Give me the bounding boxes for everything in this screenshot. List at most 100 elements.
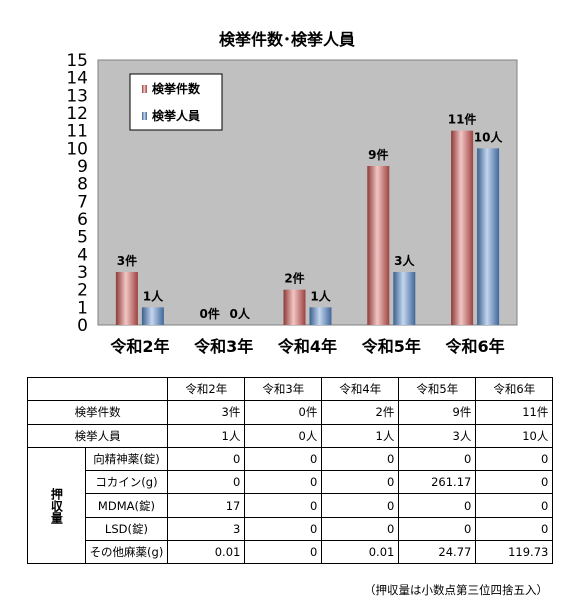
table-row: その他麻薬(g) 0.01 0 0.01 24.77 119.73: [28, 540, 554, 565]
column-header: 令和6年: [475, 376, 554, 402]
table-cell: 11件: [475, 400, 554, 425]
table-cell: 0: [475, 470, 554, 495]
data-table: 令和2年 令和3年 令和4年 令和5年 令和6年 検挙件数 3件 0件 2件 9件 11件 検挙人員 1…: [26, 376, 554, 565]
table-cell: 0: [398, 446, 477, 472]
data-label-count: 3件: [117, 253, 137, 268]
legend: 検挙件数 検挙人員: [129, 73, 223, 131]
column-header: 令和5年: [398, 376, 477, 402]
x-category-label: 令和6年: [445, 337, 505, 356]
data-label-count: 9件: [368, 147, 388, 162]
seizure-group-label: 押収量: [27, 446, 86, 565]
footnote: （押収量は小数点第三位四捨五入）: [364, 583, 548, 597]
y-tick-label: 12: [66, 104, 88, 124]
row-label: 検挙人員: [26, 423, 169, 448]
table-cell: 0.01: [167, 540, 246, 565]
table-row: コカイン(g) 0 0 0 261.17 0: [28, 470, 554, 495]
table-cell: 0: [475, 493, 554, 518]
table-cell: 0: [398, 516, 477, 542]
bar-persons: [141, 307, 164, 325]
table-cell: 0: [321, 493, 400, 518]
y-tick-label: 1: [77, 298, 88, 318]
data-label-persons: 0人: [230, 306, 251, 321]
y-tick-label: 4: [77, 245, 88, 265]
column-header: 令和2年: [167, 376, 246, 402]
table-cell: 0件: [244, 400, 323, 425]
bar-persons: [393, 272, 416, 325]
row-label: MDMA(錠): [84, 493, 169, 518]
y-tick-label: 11: [66, 122, 88, 142]
data-label-persons: 10人: [474, 129, 504, 144]
legend-label-count: 検挙件数: [152, 81, 201, 96]
x-category-label: 令和3年: [193, 337, 253, 356]
table-cell: 0: [475, 446, 554, 472]
table-cell: 0: [167, 446, 246, 472]
legend-box: [129, 73, 223, 131]
bar-count: [283, 289, 306, 325]
table-cell: 9件: [398, 400, 477, 425]
table-row: LSD(錠) 3 0 0 0 0: [28, 516, 554, 542]
bar-count: [367, 166, 390, 325]
table-cell: 0: [244, 446, 323, 472]
table-cell: 0: [244, 516, 323, 542]
bar-persons: [477, 148, 500, 325]
data-label-count: 11件: [448, 112, 477, 127]
y-tick-label: 0: [77, 316, 88, 336]
y-tick-label: 5: [77, 228, 88, 248]
row-label: その他麻薬(g): [84, 540, 169, 565]
row-label: 検挙件数: [26, 400, 169, 425]
y-tick-label: 6: [77, 210, 88, 230]
x-category-label: 令和4年: [277, 337, 337, 356]
legend-label-persons: 検挙人員: [152, 108, 200, 123]
table-cell: 119.73: [475, 540, 554, 565]
table-cell: 0.01: [321, 540, 400, 565]
y-tick-label: 3: [77, 263, 88, 283]
y-tick-label: 2: [77, 281, 88, 301]
table-cell: 0人: [244, 423, 323, 448]
bar-count: [451, 130, 474, 325]
y-tick-label: 13: [66, 86, 88, 106]
column-header: 令和4年: [321, 376, 400, 402]
table-row: 検挙件数 3件 0件 2件 9件 11件: [26, 400, 554, 425]
table-cell: 0: [321, 446, 400, 472]
y-tick-label: 9: [77, 157, 88, 177]
table-cell: 24.77: [398, 540, 477, 565]
table-cell: 0: [321, 516, 400, 542]
table-corner-cell: [26, 376, 169, 402]
column-header: 令和3年: [244, 376, 323, 402]
x-category-label: 令和2年: [109, 337, 169, 356]
bar-count: [115, 272, 138, 325]
table-cell: 0: [475, 516, 554, 542]
y-tick-label: 15: [66, 51, 88, 71]
bar-persons: [309, 307, 332, 325]
legend-swatch-persons: [142, 112, 147, 120]
table-cell: 0: [167, 470, 246, 495]
data-label-count: 2件: [284, 271, 304, 286]
table-cell: 1人: [167, 423, 246, 448]
y-tick-label: 14: [66, 69, 88, 89]
data-label-count: 0件: [200, 306, 220, 321]
y-tick-label: 10: [66, 139, 88, 159]
table-header-row: 令和2年 令和3年 令和4年 令和5年 令和6年: [26, 376, 554, 402]
table-cell: 10人: [475, 423, 554, 448]
y-tick-label: 8: [77, 175, 88, 195]
data-label-persons: 3人: [394, 253, 415, 268]
table-cell: 0: [244, 540, 323, 565]
row-label: LSD(錠): [84, 516, 169, 542]
table-cell: 261.17: [398, 470, 477, 495]
table-cell: 0: [398, 493, 477, 518]
table-row: 検挙人員 1人 0人 1人 3人 10人: [26, 423, 554, 448]
table-cell: 3人: [398, 423, 477, 448]
table-cell: 3: [167, 516, 246, 542]
legend-swatch-count: [142, 85, 147, 93]
table-cell: 0: [244, 470, 323, 495]
data-label-persons: 1人: [143, 288, 164, 303]
table-cell: 17: [167, 493, 246, 518]
table-cell: 0: [244, 493, 323, 518]
x-category-label: 令和5年: [361, 337, 421, 356]
table-row: 押収量 向精神薬(錠) 0 0 0 0 0: [27, 446, 554, 565]
data-label-persons: 1人: [310, 288, 331, 303]
table-cell: 0: [321, 470, 400, 495]
table-cell: 1人: [321, 423, 400, 448]
table-cell: 3件: [167, 400, 246, 425]
